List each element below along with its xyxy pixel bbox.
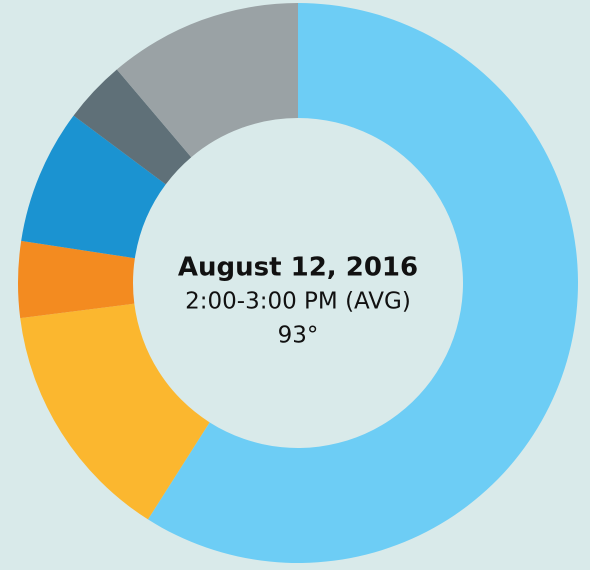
donut-slice	[73, 69, 192, 185]
center-value: 93°	[278, 323, 319, 349]
center-subtitle: 2:00-3:00 PM (AVG)	[185, 289, 411, 315]
donut-slice	[18, 240, 135, 319]
donut-slice	[116, 3, 298, 158]
donut-slice	[20, 303, 210, 520]
donut-slice	[147, 3, 578, 563]
donut-slice	[21, 115, 166, 259]
donut	[18, 3, 578, 563]
center-title: August 12, 2016	[178, 253, 418, 283]
